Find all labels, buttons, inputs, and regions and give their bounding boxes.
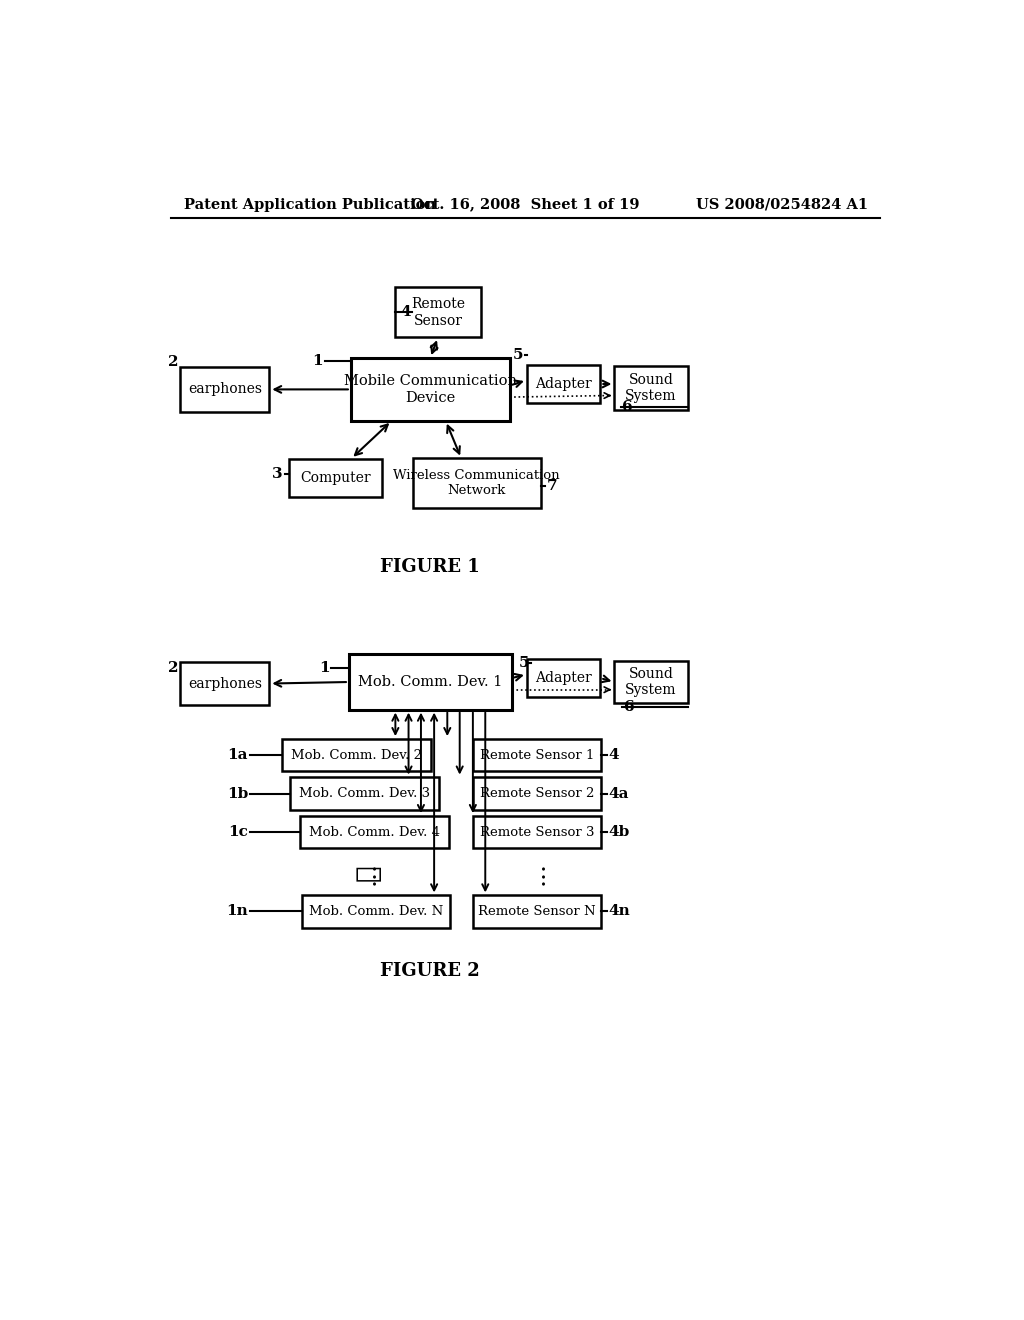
Text: FIGURE 1: FIGURE 1 [380,557,480,576]
Text: Patent Application Publication: Patent Application Publication [183,198,436,211]
Text: 4a: 4a [608,787,629,801]
Text: Mob. Comm. Dev. 1: Mob. Comm. Dev. 1 [358,675,503,689]
Text: Remote Sensor N: Remote Sensor N [478,906,596,917]
Text: ⋯: ⋯ [354,865,382,882]
Bar [289,459,382,498]
Bar [300,816,449,849]
Bar [473,739,601,771]
Text: 5: 5 [519,656,529,669]
Text: earphones: earphones [187,677,262,690]
Text: 7: 7 [547,479,557,492]
Text: US 2008/0254824 A1: US 2008/0254824 A1 [696,198,868,211]
Text: ...: ... [356,861,380,884]
Text: Adapter: Adapter [536,378,592,391]
Bar [473,777,601,810]
Text: Sound
System: Sound System [626,667,677,697]
Bar [473,816,601,849]
Text: 6: 6 [624,700,635,714]
Text: Sound
System: Sound System [626,372,677,403]
Text: ...: ... [525,861,549,884]
Bar [180,367,269,412]
Bar [413,458,541,508]
Text: FIGURE 2: FIGURE 2 [380,962,480,979]
Text: 1a: 1a [227,748,248,762]
Bar [351,358,510,421]
Text: Mobile Communication
Device: Mobile Communication Device [344,375,517,404]
Bar [290,777,438,810]
Text: Remote Sensor 1: Remote Sensor 1 [480,748,594,762]
Bar [302,895,451,928]
Text: 4: 4 [608,748,620,762]
Text: 6: 6 [623,400,633,414]
Text: 1b: 1b [227,787,248,801]
Text: Remote Sensor 2: Remote Sensor 2 [480,787,594,800]
Text: Oct. 16, 2008  Sheet 1 of 19: Oct. 16, 2008 Sheet 1 of 19 [411,198,639,211]
Text: Computer: Computer [300,471,371,484]
Text: Mob. Comm. Dev. 2: Mob. Comm. Dev. 2 [291,748,422,762]
Bar [395,288,480,338]
Text: 1n: 1n [226,904,248,919]
Text: 1c: 1c [228,825,248,840]
Text: Mob. Comm. Dev. N: Mob. Comm. Dev. N [309,906,443,917]
Text: Wireless Communication
Network: Wireless Communication Network [393,470,560,498]
Text: 2: 2 [168,661,178,675]
Text: Adapter: Adapter [536,671,592,685]
Text: 5: 5 [513,347,523,362]
Text: earphones: earphones [187,383,262,396]
Bar [526,659,600,697]
Text: Mob. Comm. Dev. 3: Mob. Comm. Dev. 3 [299,787,430,800]
Text: 4n: 4n [608,904,630,919]
Text: 4: 4 [400,305,411,319]
Bar [283,739,431,771]
Bar [349,655,512,710]
Bar [614,366,688,411]
Text: 3: 3 [272,467,283,480]
Bar [526,364,600,404]
Bar [180,663,269,705]
Bar [614,661,688,704]
Text: 1: 1 [312,354,324,368]
Text: 4b: 4b [608,825,630,840]
Bar [473,895,601,928]
Text: Remote
Sensor: Remote Sensor [411,297,465,327]
Text: Mob. Comm. Dev. 4: Mob. Comm. Dev. 4 [309,825,440,838]
Text: Remote Sensor 3: Remote Sensor 3 [480,825,595,838]
Text: 2: 2 [168,355,178,370]
Text: 1: 1 [318,661,330,675]
